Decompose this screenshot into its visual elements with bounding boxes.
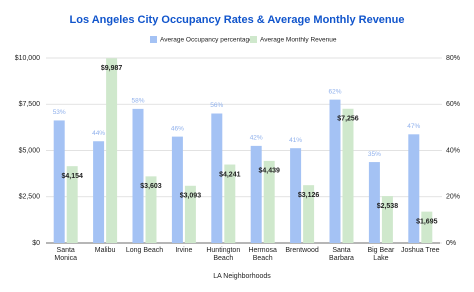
value-label: 56% — [210, 102, 223, 109]
y-tick-label: $2,500 — [19, 194, 41, 201]
value-label: 42% — [250, 135, 263, 142]
bar — [290, 148, 302, 243]
y-tick-label: $0 — [32, 240, 40, 247]
x-tick-label: Malibu — [94, 247, 116, 254]
bar — [66, 166, 78, 243]
y2-tick-label: 0% — [446, 240, 456, 247]
x-tick-label: Irvine — [175, 247, 193, 254]
bar — [53, 120, 65, 243]
x-tick-label: Huntington Beach — [206, 247, 241, 262]
value-label: 58% — [131, 98, 144, 105]
x-tick-label: Brentwood — [285, 247, 319, 254]
x-tick-label: Joshua Tree — [401, 247, 440, 254]
y2-tick-label: 80% — [446, 55, 460, 62]
value-label: $4,439 — [258, 168, 280, 175]
value-label: $3,126 — [298, 192, 320, 199]
y-tick-label: $7,500 — [19, 101, 41, 108]
x-axis-label: LA Neighborhoods — [213, 273, 271, 280]
bar — [250, 145, 262, 243]
y-tick-label: $5,000 — [19, 147, 41, 154]
bar — [381, 196, 393, 243]
bar — [421, 211, 433, 243]
value-label: $4,241 — [219, 171, 241, 178]
value-label: 47% — [407, 123, 420, 130]
value-label: 44% — [92, 130, 105, 137]
y-tick-label: $10,000 — [15, 55, 40, 62]
bar — [106, 58, 118, 243]
value-label: $3,603 — [140, 183, 162, 190]
bar — [171, 136, 183, 243]
value-label: $4,154 — [61, 173, 83, 180]
legend-label: Average Monthly Revenue — [260, 37, 337, 44]
x-tick-label: Big Bear Lake — [367, 247, 395, 262]
value-label: 46% — [171, 125, 184, 132]
bar — [342, 108, 354, 243]
x-tick-label: Santa Monica — [54, 247, 77, 262]
x-tick-label: Hermosa Beach — [248, 247, 277, 262]
bar — [93, 141, 105, 243]
legend-swatch — [250, 36, 257, 43]
chart-title: Los Angeles City Occupancy Rates & Avera… — [70, 14, 405, 26]
value-label: 62% — [328, 88, 341, 95]
value-label: $2,538 — [377, 203, 399, 210]
bar — [368, 162, 380, 243]
legend-swatch — [150, 36, 157, 43]
legend-label: Average Occupancy percentage — [160, 37, 253, 44]
y2-tick-label: 40% — [446, 147, 460, 154]
x-tick-label: Santa Barbara — [329, 247, 354, 262]
value-label: 53% — [53, 109, 66, 116]
bar — [263, 160, 275, 243]
bar — [224, 164, 236, 243]
bar — [184, 185, 196, 243]
x-tick-label: Long Beach — [125, 247, 164, 254]
value-label: $3,093 — [180, 193, 202, 200]
bar — [408, 134, 420, 243]
bar — [145, 176, 157, 243]
value-label: 35% — [368, 151, 381, 158]
y2-tick-label: 20% — [446, 194, 460, 201]
value-label: $1,695 — [416, 218, 438, 225]
value-label: $9,987 — [101, 65, 123, 72]
bar — [303, 185, 315, 243]
bar — [329, 99, 341, 243]
bar — [132, 108, 144, 243]
y2-tick-label: 60% — [446, 101, 460, 108]
bar — [211, 113, 223, 243]
value-label: $7,256 — [337, 116, 359, 123]
value-label: 41% — [289, 137, 302, 144]
